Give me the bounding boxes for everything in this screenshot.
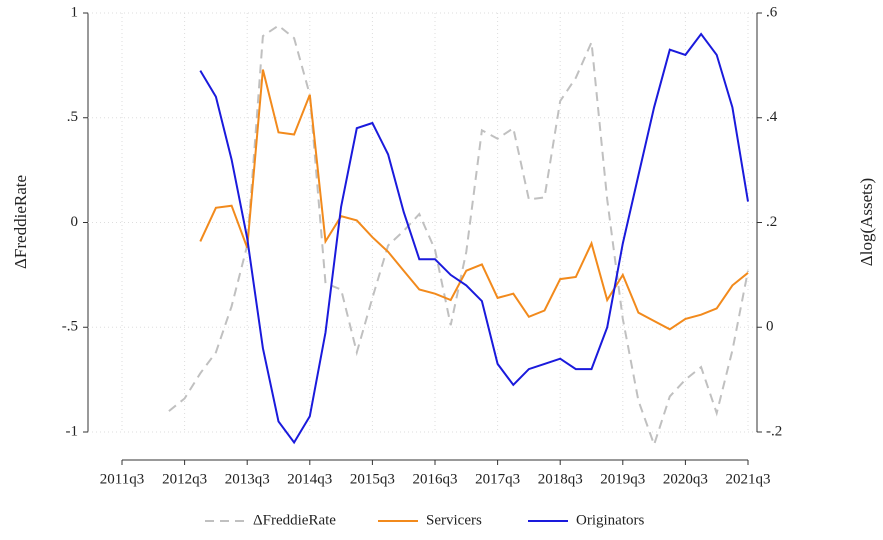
x-tick-label: 2012q3 [162, 471, 207, 487]
x-tick-label: 2018q3 [538, 471, 583, 487]
y-tick-label: -.5 [62, 319, 78, 335]
legend-label: Originators [576, 512, 644, 528]
y2-tick-label: .4 [766, 109, 778, 125]
y-tick-label: .5 [67, 109, 78, 125]
x-tick-label: 2016q3 [413, 471, 458, 487]
y-tick-label: 1 [71, 4, 79, 20]
x-tick-label: 2017q3 [475, 471, 520, 487]
series-line [199, 32, 749, 445]
legend-label: Servicers [426, 512, 482, 528]
y2-tick-label: 0 [766, 319, 774, 335]
series-line [199, 69, 749, 331]
y2-tick-label: .6 [766, 4, 778, 20]
x-tick-label: 2020q3 [663, 471, 708, 487]
legend-label: ΔFreddieRate [253, 512, 336, 528]
x-tick-label: 2015q3 [350, 471, 395, 487]
series-line [168, 24, 749, 448]
y-tick-label: -1 [66, 423, 79, 439]
x-tick-label: 2014q3 [287, 471, 332, 487]
y2-axis-label: Δlog(Assets) [857, 178, 876, 266]
y-tick-label: 0 [71, 214, 79, 230]
y2-tick-label: .2 [766, 214, 777, 230]
x-tick-label: 2011q3 [100, 471, 144, 487]
y2-tick-label: -.2 [766, 423, 782, 439]
y-axis-label: ΔFreddieRate [11, 175, 30, 269]
x-tick-label: 2021q3 [726, 471, 771, 487]
x-tick-label: 2013q3 [225, 471, 270, 487]
x-tick-label: 2019q3 [600, 471, 645, 487]
